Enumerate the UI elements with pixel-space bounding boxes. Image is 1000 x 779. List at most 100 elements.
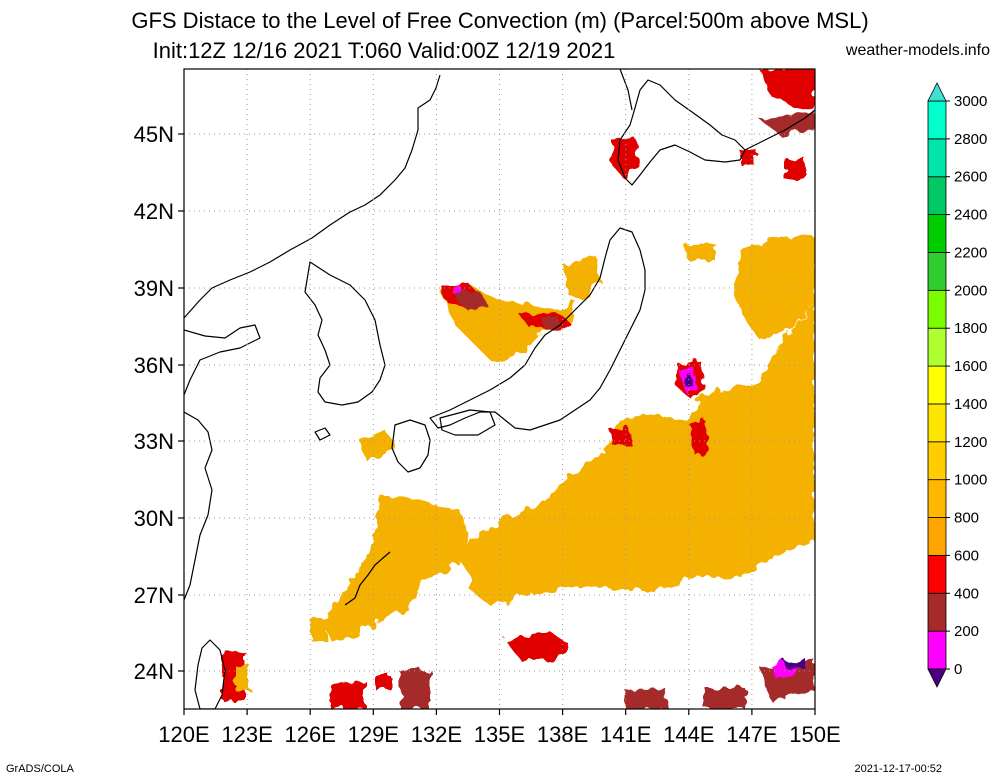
lat-label: 39N	[134, 276, 174, 301]
lon-label: 138E	[537, 722, 588, 747]
lon-label: 129E	[348, 722, 399, 747]
lat-label: 36N	[134, 353, 174, 378]
coast-jeju	[314, 427, 331, 441]
shade-patch-orange-small3	[685, 243, 715, 260]
colorbar-label: 600	[954, 547, 979, 564]
lat-label: 42N	[134, 199, 174, 224]
shade-patch-red-far-east	[785, 158, 805, 180]
coast-sakhalin	[619, 69, 633, 111]
graticule	[184, 69, 815, 709]
shade-patch-japan-sea-brown	[455, 290, 488, 312]
colorbar-label: 2800	[954, 131, 987, 148]
colorbar-segment	[927, 517, 947, 556]
colorbar-segment	[927, 138, 947, 178]
shade-patch-red-northeast	[760, 69, 815, 110]
colorbar-segment	[927, 289, 947, 329]
colorbar-label: 2400	[954, 207, 987, 224]
lon-axis: 120E 123E 126E 129E 132E 135E 138E 141E 144E 147E…	[158, 709, 841, 747]
colorbar-label: 0	[954, 661, 962, 678]
shade-region-kyushu	[360, 430, 395, 460]
colorbar-segment	[927, 555, 947, 594]
lon-label: 144E	[663, 722, 714, 747]
coast-kuriles	[744, 109, 815, 151]
shade-patch-orange-small2	[235, 665, 250, 690]
lon-label: 126E	[285, 722, 336, 747]
colorbar-label: 2200	[954, 244, 987, 261]
colorbar-label: 1200	[954, 434, 987, 451]
lon-label: 147E	[726, 722, 777, 747]
colorbar-segment	[927, 252, 947, 291]
colorbar-segment	[927, 100, 947, 140]
shade-patch-brown-noto	[540, 318, 562, 328]
colorbar-segment	[927, 365, 947, 405]
colorbar-label: 1600	[954, 358, 987, 375]
shade-patch-brown-east	[760, 112, 815, 135]
coast-japan-honshu	[429, 227, 646, 431]
lat-label: 33N	[134, 429, 174, 454]
shade-region-nw-honshu	[565, 255, 600, 300]
lfc-shading	[222, 69, 815, 709]
lat-label: 30N	[134, 506, 174, 531]
colorbar-label: 1000	[954, 472, 987, 489]
coast-hokkaido	[617, 79, 746, 186]
coast-taiwan	[194, 639, 226, 709]
colorbar-segment	[927, 214, 947, 253]
coast-china	[184, 411, 213, 601]
colorbar-label: 1800	[954, 320, 987, 337]
coast-korean-peninsula	[304, 261, 386, 406]
colorbar: 0 200 400 600 800 1000 1200 1400 1600 1800 2000 220…	[927, 82, 987, 688]
site-credit: weather-models.info	[845, 42, 990, 59]
colorbar-segment	[927, 403, 947, 443]
coast-kyushu	[391, 419, 431, 473]
colorbar-segment	[927, 592, 947, 632]
lon-label: 132E	[411, 722, 462, 747]
colorbar-label: 2600	[954, 169, 987, 186]
chart-title: GFS Distace to the Level of Free Convect…	[131, 8, 869, 33]
colorbar-max-arrow	[927, 82, 947, 102]
lon-label: 135E	[474, 722, 525, 747]
colorbar-label: 200	[954, 623, 979, 640]
chart-subtitle: Init:12Z 12/16 2021 T:060 Valid:00Z 12/1…	[152, 38, 616, 63]
coastlines	[184, 69, 815, 709]
footer-software: GrADS/COLA	[6, 763, 74, 775]
coast-shikoku	[439, 409, 496, 436]
shade-patch-indigo-far-se	[785, 658, 805, 670]
shade-patch-orange-small1	[310, 618, 325, 640]
lon-label: 120E	[158, 722, 209, 747]
colorbar-label: 1400	[954, 396, 987, 413]
coast-korea	[184, 74, 441, 319]
shade-patch-red-hokkaido	[612, 138, 638, 180]
colorbar-label: 2000	[954, 282, 987, 299]
footer-timestamp: 2021-12-17-00:52	[854, 763, 942, 775]
colorbar-segment	[927, 630, 947, 670]
colorbar-label: 400	[954, 585, 979, 602]
shade-patch-red-south2	[505, 632, 570, 660]
lon-label: 150E	[789, 722, 840, 747]
shade-patch-red-sw1	[330, 680, 365, 709]
colorbar-label: 3000	[954, 93, 987, 110]
shade-patch-brown-sw	[400, 668, 430, 709]
colorbar-segment	[927, 479, 947, 518]
shade-patch-brown-se	[705, 688, 745, 709]
lat-label: 45N	[134, 122, 174, 147]
shade-patch-magenta	[453, 286, 463, 296]
colorbar-label: 800	[954, 510, 979, 527]
colorbar-segment	[927, 441, 947, 481]
lat-label: 24N	[134, 659, 174, 684]
shade-region-ryukyu	[470, 555, 520, 605]
shade-patch-red-south	[610, 428, 632, 445]
shade-region-east-china-sea	[320, 495, 470, 640]
lon-label: 123E	[221, 722, 272, 747]
coast-ryukyu	[344, 551, 391, 606]
lon-label: 141E	[600, 722, 651, 747]
shade-patch-brown-south	[625, 688, 668, 709]
lat-label: 27N	[134, 583, 174, 608]
shade-patch-indigo-east	[683, 376, 694, 386]
shade-patch-red-izu	[690, 420, 708, 455]
colorbar-segment	[927, 176, 947, 216]
lat-axis: 45N 42N 39N 36N 33N 30N 27N 24N	[134, 122, 184, 684]
coast-shandong	[184, 324, 261, 396]
colorbar-segment	[927, 327, 947, 367]
shade-patch-red-sw2	[375, 675, 390, 690]
